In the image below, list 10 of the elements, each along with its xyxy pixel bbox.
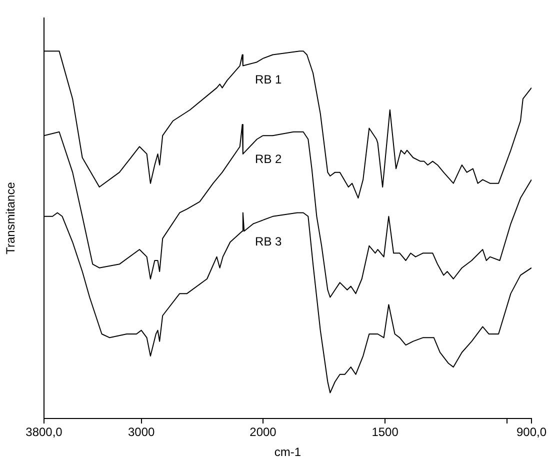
- series-label: RB 3: [255, 234, 282, 248]
- x-axis-title: cm-1: [274, 444, 302, 459]
- x-tick-label: 900,0: [516, 425, 547, 440]
- x-tick-label: 3000: [128, 425, 156, 440]
- x-tick-label: 2000: [250, 425, 277, 440]
- y-axis-title: Transmitance: [4, 182, 18, 254]
- x-tick-label: 1500: [372, 425, 399, 440]
- x-tick-label: 3800,0: [26, 425, 63, 440]
- series-label: RB 1: [255, 72, 282, 87]
- series-label: RB 2: [255, 152, 282, 166]
